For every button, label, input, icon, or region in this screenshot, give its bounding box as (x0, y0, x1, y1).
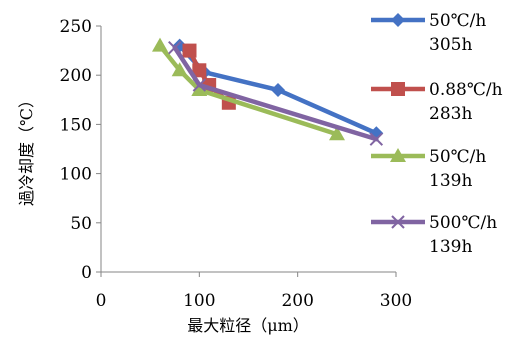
series-4 (168, 40, 384, 146)
plot-area: 0 50 100 150 200 250 0 100 200 300 (60, 17, 413, 311)
x-tick-label: 200 (281, 291, 313, 311)
data-point-square (182, 43, 197, 58)
legend-label: 50℃/h (429, 147, 486, 167)
data-point-triangle (191, 81, 208, 96)
y-tick-label: 0 (81, 263, 92, 283)
x-tick-label: 300 (380, 291, 412, 311)
y-axis-ticks: 0 50 100 150 200 250 (60, 17, 101, 283)
legend-marker-square (391, 82, 405, 96)
legend-label-line2: 283h (429, 104, 472, 124)
legend: 50℃/h 305h 0.88℃/h 283h 50℃/h 139h 500℃/h 139h (371, 11, 503, 257)
legend-label: 0.88℃/h (429, 80, 503, 100)
x-marker-stroke (168, 40, 182, 55)
y-tick-label: 250 (60, 17, 92, 37)
data-point-x (192, 78, 207, 92)
legend-label: 500℃/h (429, 213, 497, 233)
legend-label-line2: 139h (429, 237, 472, 257)
legend-entry-1: 50℃/h 305h (371, 11, 486, 55)
x-marker-stroke (192, 78, 207, 92)
legend-marker-triangle (390, 148, 406, 162)
legend-label-line2: 305h (429, 35, 472, 55)
data-point-diamond (271, 82, 285, 97)
x-axis-label: 最大粒径（μm） (187, 316, 309, 335)
y-axis-label: 過冷却度（℃） (17, 92, 36, 206)
legend-entry-2: 0.88℃/h 283h (371, 80, 503, 124)
data-point-x (369, 132, 384, 146)
series-layer (152, 37, 384, 146)
legend-marker-diamond (391, 13, 405, 27)
legend-label: 50℃/h (429, 11, 486, 31)
data-point-square (192, 63, 207, 78)
y-tick-label: 50 (70, 214, 92, 234)
series-3 (152, 37, 345, 141)
y-tick-label: 200 (60, 66, 92, 86)
data-point-triangle (171, 62, 188, 77)
y-tick-label: 150 (60, 115, 92, 135)
legend-entry-4: 500℃/h 139h (371, 213, 497, 257)
data-point-triangle (152, 37, 168, 52)
x-axis-ticks: 0 100 200 300 (96, 272, 412, 311)
data-point-triangle (329, 126, 345, 141)
x-marker-stroke (391, 215, 405, 229)
legend-entry-3: 50℃/h 139h (371, 147, 486, 191)
legend-label-line2: 139h (429, 171, 472, 191)
x-marker-stroke (369, 132, 384, 146)
x-tick-label: 0 (96, 291, 107, 311)
series-line (157, 43, 340, 137)
data-point-x (168, 40, 182, 55)
y-tick-label: 100 (60, 165, 92, 185)
legend-marker-x (391, 215, 405, 229)
x-tick-label: 100 (183, 291, 215, 311)
series-line (187, 48, 232, 106)
